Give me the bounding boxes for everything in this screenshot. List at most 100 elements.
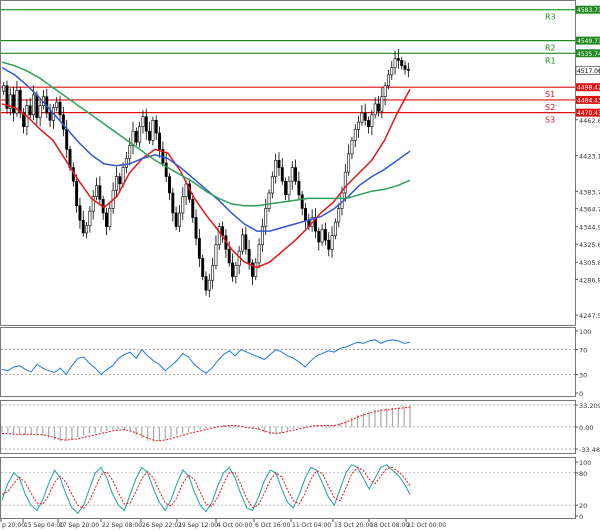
candle-body bbox=[260, 226, 264, 246]
candle-body bbox=[211, 265, 215, 281]
time-tick-label: 26 Sep 22:01 bbox=[142, 522, 182, 529]
candle-body bbox=[274, 159, 278, 177]
candle-body bbox=[270, 176, 274, 194]
candle-body bbox=[396, 58, 400, 61]
oscillator-3-tick-label: 100 bbox=[579, 459, 591, 467]
candle-body bbox=[284, 180, 288, 196]
candle-body bbox=[337, 208, 341, 223]
candle-body bbox=[280, 167, 284, 182]
candle-body bbox=[144, 116, 148, 132]
candle-body bbox=[181, 196, 185, 214]
candle-body bbox=[403, 65, 407, 70]
candle-body bbox=[380, 96, 384, 112]
oscillator-1-value-line bbox=[1, 339, 411, 376]
oscillator-1-tick-label: 100 bbox=[579, 328, 591, 336]
candle-body bbox=[148, 130, 152, 141]
oscillator-3-signal-line bbox=[1, 466, 411, 510]
current-price-tag bbox=[575, 65, 600, 75]
oscillator-2-tick-label: 33.209 bbox=[579, 402, 600, 410]
level-price-tag bbox=[576, 108, 600, 117]
candle-body bbox=[277, 159, 281, 168]
level-price-label: 4498.42 bbox=[577, 85, 600, 92]
candle-body bbox=[5, 85, 9, 109]
candle-body bbox=[124, 158, 128, 168]
candle-body bbox=[131, 130, 135, 147]
oscillator-2-tick-label: -33.487 bbox=[579, 446, 600, 454]
time-tick-label: 29 Sep 12:00 bbox=[178, 522, 218, 529]
level-price-label: 4549.73 bbox=[577, 38, 600, 45]
candle-body bbox=[12, 94, 16, 114]
candle-body bbox=[178, 212, 181, 227]
candle-body bbox=[383, 85, 387, 97]
candle-body bbox=[244, 234, 248, 250]
candle-body bbox=[114, 176, 118, 191]
candle-body bbox=[191, 199, 195, 218]
oscillator-3-axis: 100 80 20 0 bbox=[575, 459, 591, 521]
candle-body bbox=[108, 208, 112, 227]
candle-body bbox=[61, 114, 65, 130]
oscillator-pane-1: 100 70 30 0 bbox=[0, 327, 591, 398]
price-tick-label: 4383.75 bbox=[579, 188, 600, 196]
oscillator-3-tick-label: 20 bbox=[579, 502, 587, 510]
candle-body bbox=[18, 90, 22, 114]
oscillator-3-lines bbox=[1, 464, 575, 515]
level-name-r3: R3 bbox=[545, 13, 556, 22]
candle-body bbox=[241, 234, 244, 252]
candle-body bbox=[333, 221, 337, 236]
time-tick-label: 17 Sep 20:00 bbox=[59, 522, 99, 529]
oscillator-2-histogram bbox=[1, 404, 575, 450]
candle-body bbox=[214, 244, 218, 266]
candle-body bbox=[360, 112, 364, 123]
price-tick-label: 4364.70 bbox=[579, 206, 600, 214]
level-name-s3: S3 bbox=[545, 116, 555, 125]
candle-body bbox=[184, 183, 188, 197]
candle-body bbox=[154, 119, 158, 134]
price-tick-label: 4305.85 bbox=[579, 259, 600, 267]
time-tick-label: 11 Oct 04:00 bbox=[292, 522, 331, 529]
price-pane-frame bbox=[0, 0, 576, 326]
candle-body bbox=[197, 238, 201, 259]
candle-body bbox=[264, 208, 268, 227]
oscillator-1-line bbox=[1, 339, 575, 376]
candle-body bbox=[141, 116, 145, 127]
price-tick-label: 4462.60 bbox=[579, 117, 600, 125]
oscillator-1-tick-label: 70 bbox=[579, 347, 587, 355]
level-price-label: 4470.43 bbox=[577, 110, 600, 117]
oscillator-pane-3: 100 80 20 0 bbox=[0, 457, 591, 521]
candle-body bbox=[406, 69, 410, 71]
candle-body bbox=[353, 129, 357, 141]
oscillator-3-tick-label: 0 bbox=[579, 513, 583, 521]
candle-body bbox=[304, 208, 307, 221]
current-price-marker: 4517.06 bbox=[575, 65, 600, 75]
candle-body bbox=[254, 262, 258, 277]
candle-body bbox=[85, 225, 89, 234]
oscillator-2-tick-label: 0.00 bbox=[579, 424, 593, 432]
candle-body bbox=[343, 171, 347, 194]
candle-body bbox=[367, 119, 370, 127]
oscillator-pane-1-frame bbox=[0, 327, 576, 397]
moving-average-line-2 bbox=[1, 66, 411, 232]
candle-body bbox=[207, 279, 211, 291]
candle-body bbox=[330, 235, 334, 250]
candle-body bbox=[95, 185, 98, 197]
candle-body bbox=[370, 114, 374, 127]
oscillator-3-tick-label: 80 bbox=[579, 470, 587, 478]
oscillator-pane-3-frame bbox=[0, 457, 576, 519]
candle-body bbox=[98, 185, 102, 200]
candle-body bbox=[386, 74, 390, 87]
candle-body bbox=[247, 249, 251, 264]
candle-body bbox=[2, 85, 6, 92]
level-price-tag bbox=[576, 49, 600, 58]
candle-body bbox=[327, 239, 331, 250]
time-tick-label: 22 Sep 08:00 bbox=[102, 522, 142, 529]
candle-body bbox=[287, 180, 291, 196]
candle-body bbox=[294, 167, 298, 182]
candle-body bbox=[201, 258, 205, 277]
price-tick-label: 4286.80 bbox=[579, 276, 600, 284]
oscillator-pane-2: 33.209 0.00 -33.487 bbox=[0, 400, 600, 454]
time-tick-label: 13 Oct 20:00 bbox=[334, 522, 373, 529]
candle-body bbox=[118, 176, 122, 185]
candle-body bbox=[267, 192, 271, 209]
